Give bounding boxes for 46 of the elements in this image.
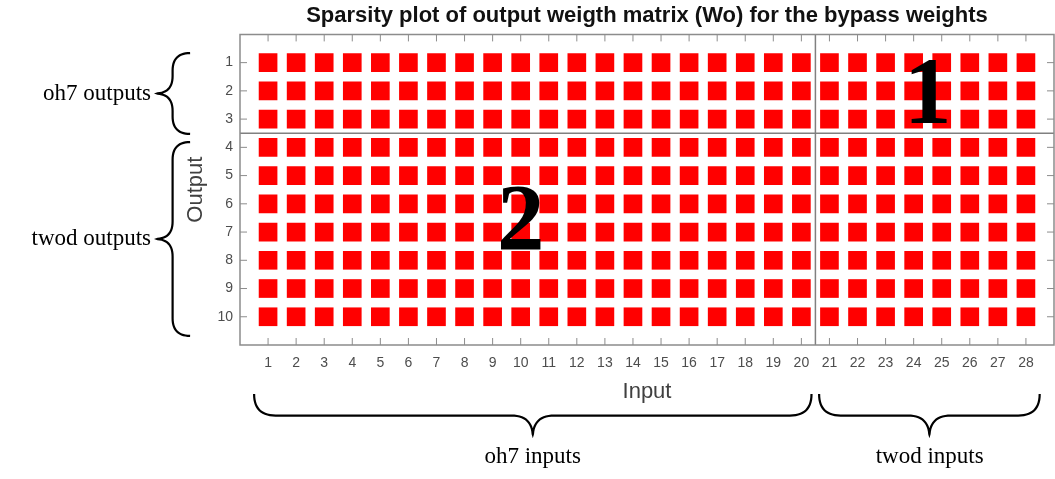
y-tick-label: 8: [225, 251, 234, 268]
y-tick-label: 6: [225, 194, 234, 211]
x-tick-label: 18: [737, 354, 754, 371]
x-tick-label: 6: [404, 354, 413, 371]
x-tick-label: 11: [541, 354, 557, 371]
x-tick-label: 15: [653, 354, 670, 371]
y-tick-label: 10: [217, 307, 234, 324]
annotation: 2: [496, 165, 545, 272]
x-tick-label: 27: [990, 354, 1006, 371]
x-tick-label: 3: [320, 354, 329, 371]
x-tick-label: 21: [821, 354, 838, 371]
text: oh7 outputs: [43, 79, 152, 105]
y-tick-label: 7: [225, 222, 234, 239]
text: twod outputs: [31, 225, 152, 251]
x-tick-label: 8: [460, 354, 469, 371]
x-tick-label: 1: [264, 354, 273, 371]
x-tick-label: 16: [681, 354, 698, 371]
x-tick-label: 12: [569, 354, 585, 371]
x-tick-label: 24: [905, 354, 922, 371]
x-tick-label: 5: [376, 354, 385, 371]
x-tick-label: 7: [432, 354, 441, 371]
x-tick-label: 25: [933, 354, 950, 371]
x-axis-title: Input: [622, 377, 672, 403]
y-tick-label: 3: [225, 109, 234, 126]
x-tick-label: 9: [488, 354, 497, 371]
x-tick-label: 2: [292, 354, 301, 371]
x-tick-label: 26: [962, 354, 978, 371]
x-tick-label: 14: [625, 354, 641, 371]
text: twod inputs: [875, 443, 984, 468]
y-tick-label: 5: [225, 166, 234, 183]
x-tick-label: 4: [348, 354, 357, 371]
y-tick-label: 9: [225, 279, 234, 296]
y-tick-label: 1: [225, 53, 234, 70]
x-tick-label: 10: [512, 354, 529, 371]
x-tick-label: 19: [765, 354, 782, 371]
y-tick-label: 2: [225, 81, 234, 98]
y-tick-label: 4: [225, 138, 234, 155]
x-tick-label: 20: [793, 354, 810, 371]
y-axis-title: Output: [182, 156, 208, 223]
x-tick-label: 17: [709, 354, 726, 371]
x-tick-label: 13: [597, 354, 613, 371]
x-tick-label: 28: [1018, 354, 1034, 371]
x-tick-label: 22: [849, 354, 866, 371]
x-tick-label: 23: [877, 354, 894, 371]
chart-title: Sparsity plot of output weigth matrix (Wo) for the bypass weights: [306, 2, 988, 28]
text: oh7 inputs: [484, 443, 581, 468]
